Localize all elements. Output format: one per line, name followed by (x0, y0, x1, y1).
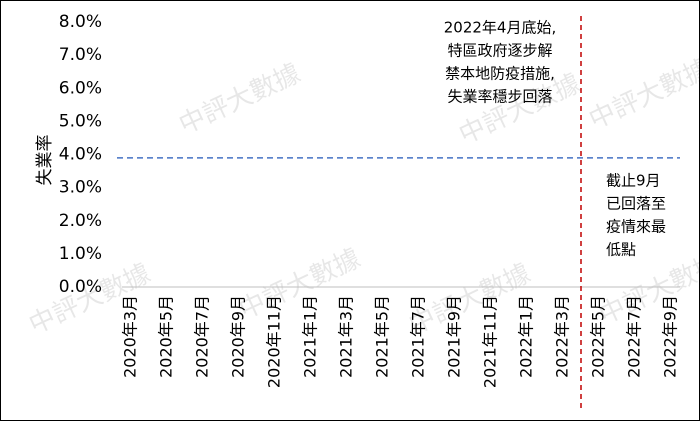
y-tick-label: 2.0% (59, 211, 102, 231)
x-tick-label: 2021年9月 (445, 295, 464, 378)
x-tick-label: 2020年9月 (229, 295, 248, 378)
x-tick-label: 2021年1月 (301, 295, 320, 378)
y-tick-label: 3.0% (59, 178, 102, 198)
x-tick-label: 2020年11月 (265, 295, 284, 388)
annotation: 疫情來最 (606, 218, 666, 236)
y-tick-label: 5.0% (59, 111, 102, 131)
annotation: 已回落至 (606, 195, 666, 213)
x-tick-label: 2021年7月 (409, 295, 428, 378)
x-tick-label: 2021年5月 (373, 295, 392, 378)
y-axis-label: 失業率 (35, 135, 55, 186)
x-tick-label: 2020年5月 (157, 295, 176, 378)
x-tick-label: 2022年5月 (589, 295, 608, 378)
annotation: 低點 (606, 241, 636, 259)
x-tick-label: 2021年11月 (481, 295, 500, 388)
y-tick-label: 1.0% (59, 244, 102, 264)
annotation: 截止9月 (606, 172, 661, 190)
annotation: 失業率穩步回落 (447, 88, 552, 106)
annotation: 禁本地防疫措施, (445, 65, 555, 83)
x-tick-label: 2020年7月 (193, 295, 212, 378)
x-tick-label: 2022年7月 (625, 295, 644, 378)
x-tick-label: 2020年3月 (121, 295, 140, 378)
x-tick-label: 2022年9月 (661, 295, 680, 378)
y-tick-label: 6.0% (59, 78, 102, 98)
y-tick-label: 0.0% (59, 277, 102, 297)
x-tick-label: 2022年1月 (517, 295, 536, 378)
annotation: 特區政府逐步解 (447, 42, 552, 60)
annotation: 2022年4月底始, (444, 19, 557, 37)
x-tick-label: 2021年3月 (337, 295, 356, 378)
x-tick-label: 2022年3月 (553, 295, 572, 378)
y-tick-label: 4.0% (59, 145, 102, 165)
y-tick-label: 8.0% (59, 12, 102, 32)
y-tick-label: 7.0% (59, 45, 102, 65)
